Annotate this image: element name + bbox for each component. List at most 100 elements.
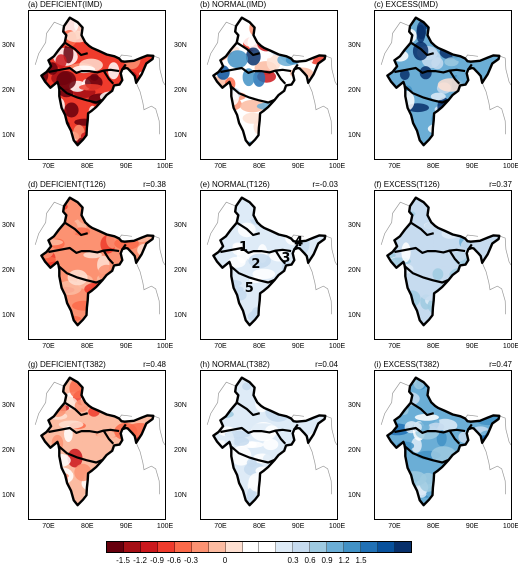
anomaly-blob [414,413,439,421]
neighbour-boundary [206,381,237,425]
anomaly-blob [133,21,149,40]
colorbar-tick-label: 1.2 [338,556,350,565]
anomaly-blob [470,138,486,146]
anomaly-blob [451,473,473,492]
map-frame [200,10,338,160]
anomaly-blob [120,94,144,105]
lat-tick-label: 20N [348,266,361,274]
anomaly-blob [281,138,300,146]
neighbour-boundary [499,415,511,446]
neighbour-boundary [34,201,65,245]
anomaly-blob [411,437,422,453]
india-outline [386,16,501,147]
colorbar-bin [225,542,243,552]
anomaly-blob [126,494,146,506]
lat-tick-label: 10N [348,131,361,139]
lon-tick-label: 80E [427,163,440,170]
anomaly-blob [432,268,444,281]
anomaly-blob [476,22,495,35]
correlation-label: r=0.38 [143,180,166,189]
lon-tick-label: 80E [81,343,94,350]
map-svg [380,196,511,327]
anomaly-blob [265,402,291,422]
map-frame [28,370,166,520]
anomaly-blob [299,276,320,285]
anomaly-blob [468,502,486,506]
anomaly-blob [483,46,500,55]
lat-tick-label: 20N [348,446,361,454]
neighbour-boundary [481,82,506,135]
region-boundary [58,445,104,464]
anomaly-blob [456,472,472,489]
anomaly-blob [125,449,146,461]
colorbar [106,541,412,553]
anomaly-blob [399,69,410,80]
anomaly-blob [439,210,458,226]
region-boundary [48,66,120,74]
region-boundary [48,426,120,434]
anomaly-blob [305,468,320,482]
lon-tick-label: 80E [81,523,94,530]
region-boundary [58,265,104,284]
anomaly-blob [144,400,154,409]
anomaly-blob [458,431,472,443]
lon-tick-label: 100E [328,343,346,350]
anomaly-blob [213,46,229,62]
india-outline [386,376,501,507]
region-number-label: 1 [238,240,248,256]
anomaly-blob [41,101,54,116]
panel-title: (h) NORMAL(T382) [200,360,270,369]
region-boundary [236,401,260,417]
anomaly-blob [132,466,142,480]
map-svg [34,16,165,147]
anomaly-blob [299,121,317,138]
lon-tick-label: 90E [465,343,479,350]
anomaly-blob [387,94,398,104]
anomaly-blob [273,292,299,306]
anomaly-blob [456,288,468,305]
anomaly-blob [97,216,119,226]
anomaly-blob [296,97,316,115]
anomaly-blob [72,300,96,311]
region-boundary [404,445,450,464]
anomaly-blob [112,397,133,405]
anomaly-blob [92,128,112,146]
anomaly-blob [451,377,471,395]
region-boundary [448,70,461,85]
colorbar-bin [394,542,411,552]
anomaly-blob [308,453,326,462]
map-frame [28,190,166,340]
anomaly-blob [108,396,124,409]
anomaly-blob [100,283,117,295]
anomaly-blob [41,317,59,326]
anomaly-blob [42,495,57,506]
anomaly-blob [242,382,252,391]
anomaly-blob [41,30,56,43]
anomaly-blob [387,320,404,326]
lat-tick-label: 10N [174,131,187,139]
anomaly-blob [271,396,284,404]
region-boundary [230,85,276,104]
region-boundary [64,221,88,237]
neighbour-boundary [325,415,337,446]
colorbar-tick-label: 1.5 [355,556,367,565]
anomaly-blob [79,84,103,91]
anomaly-blob [105,116,131,128]
anomaly-blob [224,109,234,117]
anomaly-blob [289,122,301,135]
anomaly-blob [64,102,79,118]
region-boundary [102,70,115,85]
anomaly-blob [119,267,135,283]
colorbar-bin [174,542,192,552]
anomaly-blob [387,272,401,292]
anomaly-blob [105,490,119,499]
anomaly-blob [240,99,265,113]
india-outline [212,196,327,327]
anomaly-blob [129,499,152,506]
neighbour-boundary [206,21,237,65]
lat-tick-label: 30N [2,221,15,229]
lat-tick-label: 20N [348,86,361,94]
anomaly-blob [440,111,465,128]
anomaly-blob [290,494,311,506]
map-svg [34,196,165,327]
